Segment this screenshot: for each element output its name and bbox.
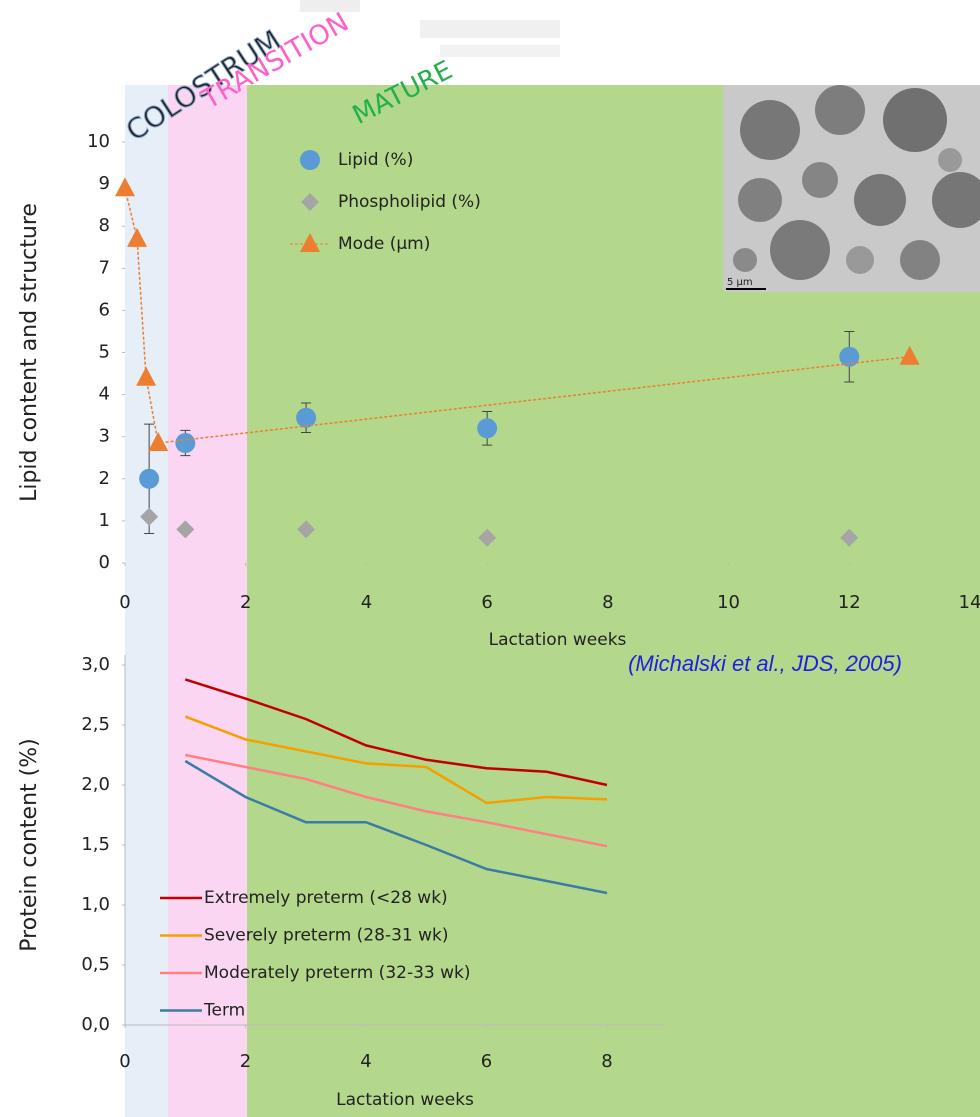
x-tick-label: 8: [601, 1051, 612, 1072]
x-axis-title: Lactation weeks: [489, 630, 627, 650]
legend-label: Moderately preterm (32-33 wk): [204, 963, 471, 983]
y-tick-label: 9: [99, 173, 110, 194]
series-line: [184, 759, 608, 895]
x-tick-label: 2: [240, 1051, 251, 1072]
point: [139, 468, 160, 489]
x-tick-label: 10: [717, 592, 740, 613]
y-tick-label: 0,5: [81, 954, 110, 975]
x-tick-label: 12: [838, 592, 861, 613]
point: [297, 520, 316, 539]
y-tick-label: 7: [99, 257, 110, 278]
y-tick-label: 5: [99, 342, 110, 363]
y-tick-label: 3,0: [81, 654, 110, 675]
x-tick-label: 6: [481, 1051, 492, 1072]
x-tick-label: 2: [240, 592, 251, 613]
point: [301, 193, 319, 211]
x-tick-label: 14: [959, 592, 980, 613]
legend-label: Extremely preterm (<28 wk): [204, 888, 448, 908]
y-tick-label: 2,5: [81, 714, 110, 735]
citation: (Michalski et al., JDS, 2005): [628, 651, 902, 676]
inset-image: 5 µm: [723, 85, 980, 292]
x-axis-title: Lactation weeks: [336, 1090, 474, 1110]
y-tick-label: 3: [99, 426, 110, 447]
point: [477, 418, 498, 439]
point: [115, 177, 135, 197]
point: [176, 520, 195, 539]
y-tick-label: 6: [99, 299, 110, 320]
series-line: [185, 753, 608, 848]
legend-label: Mode (µm): [338, 234, 430, 254]
series-line: [184, 678, 608, 787]
point: [175, 433, 196, 454]
inset-scale: 5 µm: [727, 277, 753, 288]
x-tick-label: 4: [361, 592, 372, 613]
point: [136, 366, 157, 386]
x-tick-label: 0: [119, 592, 130, 613]
transition-band: [168, 85, 247, 1117]
y-tick-label: 4: [99, 384, 110, 405]
y-tick-label: 1,0: [81, 894, 110, 915]
point: [296, 407, 317, 428]
point: [300, 233, 320, 252]
y-axis-title: Lipid content and structure: [17, 203, 42, 502]
y-axis-title: Protein content (%): [17, 738, 42, 951]
point: [839, 346, 860, 367]
x-tick-label: 4: [360, 1051, 371, 1072]
y-tick-label: 8: [99, 215, 110, 236]
y-tick-label: 10: [87, 131, 110, 152]
x-tick-label: 8: [602, 592, 613, 613]
y-tick-label: 0: [99, 552, 110, 573]
x-tick-label: 6: [481, 592, 492, 613]
point: [300, 150, 320, 170]
legend-label: Phospholipid (%): [338, 192, 481, 212]
y-tick-label: 1: [99, 510, 110, 531]
x-tick-label: 0: [119, 1051, 130, 1072]
point: [899, 345, 920, 365]
legend-label: Severely preterm (28-31 wk): [204, 926, 449, 946]
y-tick-label: 2: [99, 468, 110, 489]
colostrum-band: [125, 85, 168, 1117]
y-tick-label: 1,5: [81, 834, 110, 855]
y-tick-label: 0,0: [81, 1014, 110, 1035]
point: [840, 528, 859, 547]
point: [478, 528, 497, 547]
point: [127, 227, 148, 247]
legend-label: Term: [203, 1001, 245, 1021]
legend-label: Lipid (%): [338, 150, 413, 170]
series-line: [184, 715, 608, 805]
point: [140, 507, 159, 526]
point: [148, 432, 169, 452]
y-tick-label: 2,0: [81, 774, 110, 795]
